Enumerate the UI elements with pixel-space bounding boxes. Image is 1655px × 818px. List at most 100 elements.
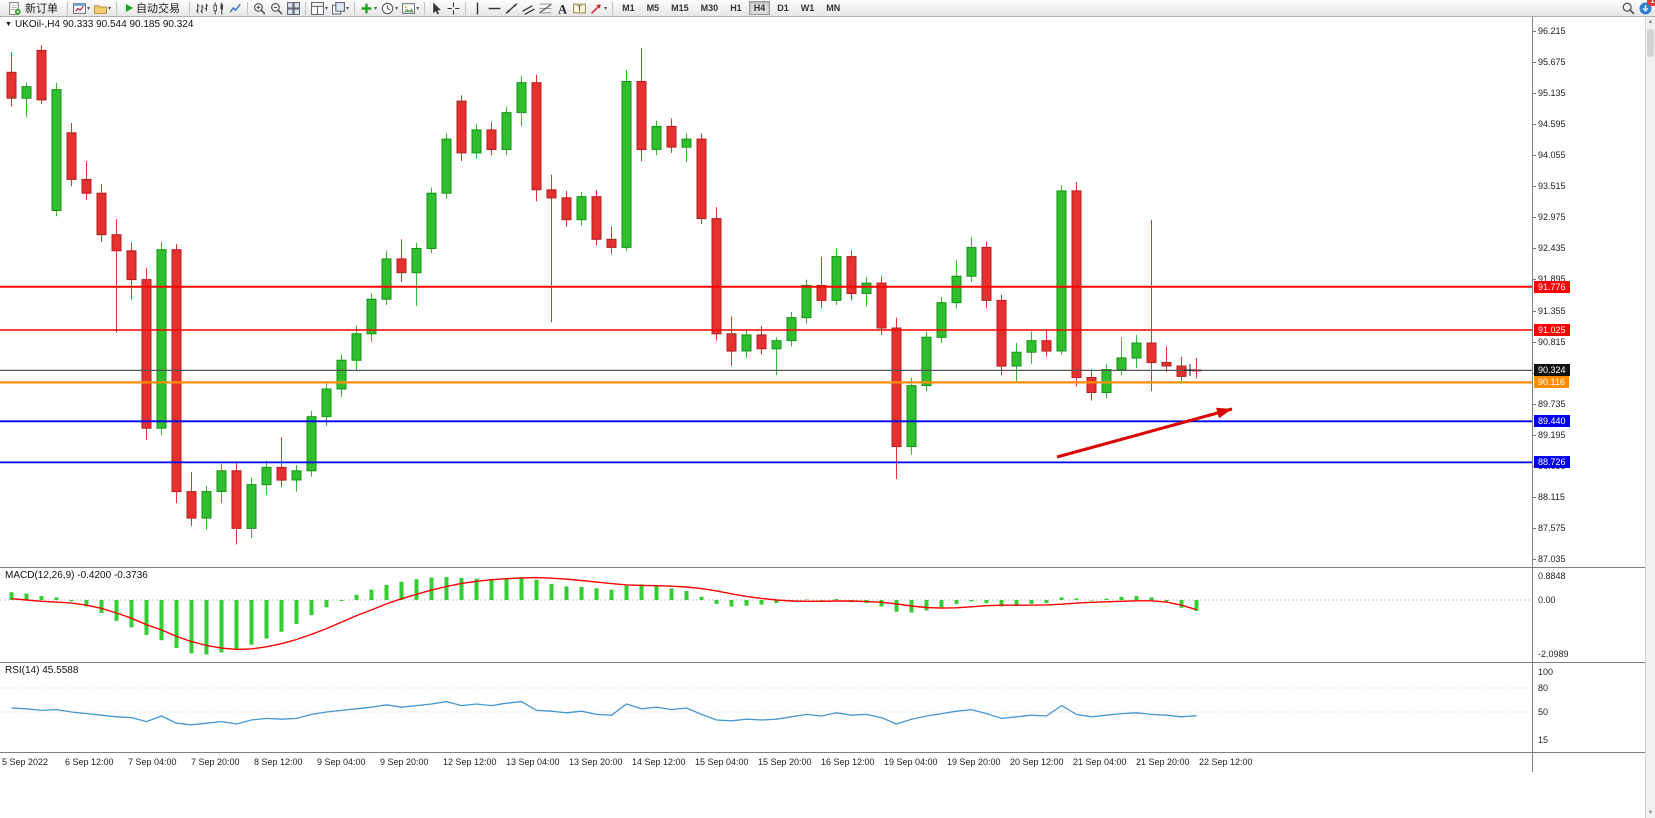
timeframe-H1[interactable]: H1	[730, 3, 742, 13]
macd-label: MACD(12,26,9) -0.4200 -0.3736	[5, 570, 148, 581]
macd-histogram	[9, 577, 1199, 655]
main-chart-pane: ▼ UKOil-,H4 90.333 90.544 90.185 90.324 9…	[0, 17, 1645, 567]
toolbar-separator	[305, 1, 307, 15]
price-tick-label: 91.895	[1538, 274, 1566, 285]
toolbar-separator	[247, 1, 249, 15]
timeframe-M5[interactable]: M5	[646, 3, 660, 13]
rsi-tick-label: 50	[1538, 706, 1549, 717]
price-tick-dash	[1532, 279, 1536, 281]
toolbar-separator	[116, 1, 118, 15]
price-tick-label: 94.595	[1538, 118, 1566, 129]
price-tick-label: 92.975	[1538, 212, 1566, 223]
templates-icon[interactable]: ▾	[401, 1, 420, 16]
toolbar-separator	[354, 1, 356, 15]
price-tick-label: 96.215	[1538, 25, 1566, 36]
price-tick-label: 95.135	[1538, 87, 1566, 98]
price-tag[interactable]: 91.776	[1534, 280, 1570, 293]
price-tick-label: 93.515	[1538, 181, 1566, 192]
price-tag[interactable]: 91.025	[1534, 324, 1570, 336]
price-tick-dash	[1532, 61, 1536, 63]
profiles-icon[interactable]: ▾	[93, 1, 112, 16]
candlestick-chart-icon[interactable]	[211, 1, 226, 16]
time-axis-label: 13 Sep 04:00	[506, 757, 560, 767]
text-label-icon[interactable]: T	[572, 1, 587, 16]
price-tick-label: 90.815	[1538, 336, 1566, 347]
svg-text:T: T	[577, 4, 582, 13]
svg-text:A: A	[558, 2, 567, 15]
timeframe-M1[interactable]: M1	[622, 3, 635, 13]
rsi-tick-label: 80	[1538, 682, 1549, 693]
price-tick-dash	[1532, 92, 1536, 94]
crosshair-icon[interactable]	[446, 1, 461, 16]
rsi-label: RSI(14) 45.5588	[5, 665, 79, 676]
autotrading-button[interactable]: 自动交易	[121, 1, 185, 16]
price-tick-dash	[1532, 310, 1536, 312]
time-axis-label: 5 Sep 2022	[2, 757, 49, 767]
timeframe-H4[interactable]: H4	[748, 1, 771, 15]
time-axis-label: 21 Sep 20:00	[1136, 757, 1190, 767]
time-axis: 5 Sep 2022 6 Sep 12:00 7 Sep 04:00 7 Sep 20…	[0, 752, 1645, 772]
add-indicator-icon[interactable]: ▾	[359, 1, 378, 16]
zoom-out-icon[interactable]	[269, 1, 284, 16]
chart-title-text: UKOil-,H4 90.333 90.544 90.185 90.324	[14, 19, 194, 30]
time-axis-label: 15 Sep 20:00	[758, 757, 812, 767]
timeframe-group: M1 M5 M15 M30 H1 H4 D1 W1 MN	[617, 1, 845, 15]
rsi-indicator-chart[interactable]	[0, 663, 1532, 752]
price-tick-dash	[1532, 341, 1536, 343]
trendline-icon[interactable]	[504, 1, 519, 16]
ohlc-collapse-icon[interactable]: ▼	[5, 21, 12, 28]
macd-signal-line	[11, 576, 1197, 651]
cascade-windows-icon[interactable]: ▾	[331, 1, 350, 16]
cursor-icon[interactable]	[429, 1, 444, 16]
candlestick-chart[interactable]	[0, 17, 1532, 567]
timeframe-MN[interactable]: MN	[826, 3, 841, 13]
time-axis-label: 19 Sep 20:00	[947, 757, 1001, 767]
toolbar-separator	[612, 1, 614, 15]
new-order-button[interactable]: 新订单	[2, 1, 63, 16]
tile-windows-icon[interactable]	[286, 1, 301, 16]
equidistant-channel-icon[interactable]	[521, 1, 536, 16]
timeframe-M30[interactable]: M30	[700, 3, 719, 13]
periods-icon[interactable]: ▾	[380, 1, 399, 16]
time-axis-label: 15 Sep 04:00	[695, 757, 749, 767]
time-axis-label: 13 Sep 20:00	[569, 757, 623, 767]
price-tag[interactable]: 90.116	[1534, 376, 1569, 389]
fibonacci-icon[interactable]	[538, 1, 553, 16]
price-tag[interactable]: 89.440	[1534, 415, 1570, 428]
scrollbar-thumb[interactable]	[1647, 29, 1654, 57]
time-axis-label: 6 Sep 12:00	[65, 757, 114, 767]
text-icon[interactable]: A	[555, 1, 570, 16]
timeframe-M15[interactable]: M15	[671, 3, 689, 13]
timeframe-D1[interactable]: D1	[777, 3, 789, 13]
arrows-icon[interactable]: ▾	[589, 1, 608, 16]
vertical-scrollbar[interactable]: ▲ ▼	[1645, 17, 1655, 818]
time-axis-label: 22 Sep 12:00	[1199, 757, 1253, 767]
new-chart-icon[interactable]: ▾	[72, 1, 91, 16]
price-tag[interactable]: 88.726	[1534, 456, 1570, 469]
search-icon[interactable]	[1621, 1, 1636, 16]
scroll-down-arrow-icon[interactable]: ▼	[1647, 810, 1654, 816]
price-tag[interactable]: 90.324	[1534, 364, 1570, 377]
price-tick-dash	[1532, 217, 1536, 219]
time-axis-label: 9 Sep 20:00	[380, 757, 429, 767]
timeframe-W1[interactable]: W1	[800, 3, 815, 13]
time-axis-label: 12 Sep 12:00	[443, 757, 497, 767]
vertical-line-icon[interactable]	[470, 1, 485, 16]
time-axis-label: 20 Sep 12:00	[1010, 757, 1064, 767]
trend-arrow	[1056, 407, 1233, 459]
rsi-pane: RSI(14) 45.5588 100 80 50 15	[0, 662, 1645, 752]
horizontal-line-icon[interactable]	[487, 1, 502, 16]
time-axis-label: 7 Sep 20:00	[191, 757, 240, 767]
autotrading-label: 自动交易	[136, 3, 181, 15]
time-axis-label: 16 Sep 12:00	[821, 757, 875, 767]
macd-indicator-chart[interactable]	[0, 568, 1532, 662]
notification-badge: 1	[1647, 0, 1655, 6]
bar-chart-icon[interactable]	[194, 1, 209, 16]
zoom-in-icon[interactable]	[252, 1, 267, 16]
horizontal-lines	[0, 285, 1532, 464]
scroll-up-arrow-icon[interactable]: ▲	[1647, 19, 1654, 25]
line-chart-icon[interactable]	[228, 1, 243, 16]
price-tick-label: 88.115	[1538, 492, 1565, 503]
auto-arrange-icon[interactable]: ▾	[310, 1, 329, 16]
toolbar-separator	[67, 1, 68, 15]
